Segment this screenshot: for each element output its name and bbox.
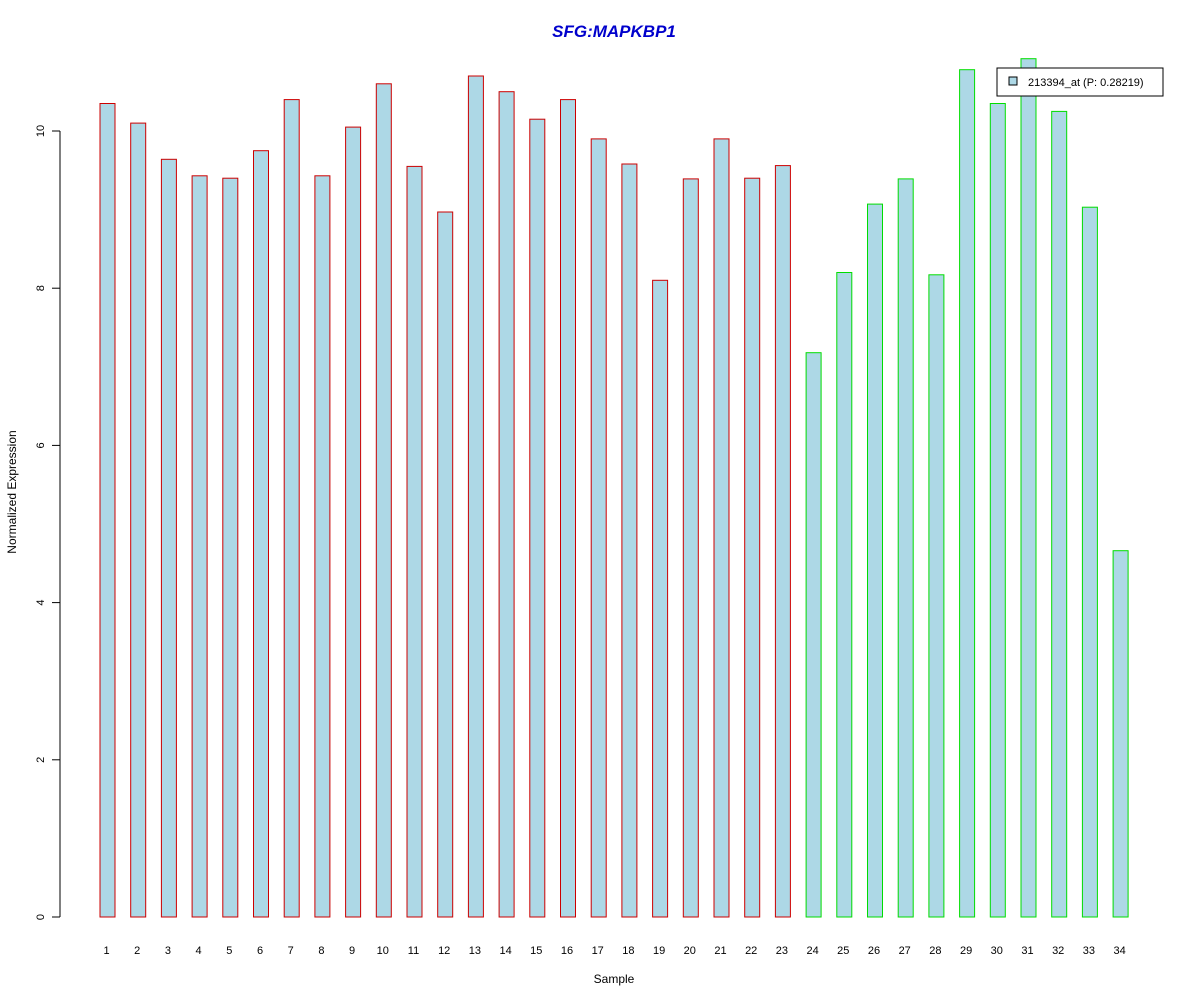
x-tick-label: 8 [318,945,324,957]
x-tick-label: 15 [530,945,542,957]
bar-sample-1 [99,103,116,918]
bar-sample-22 [744,177,761,918]
x-tick-label: 5 [226,945,232,957]
y-tick-label: 4 [35,600,47,606]
bar-sample-20 [682,178,699,918]
chart-title: SFG:MAPKBP1 [552,22,676,41]
x-tick-label: 7 [288,945,294,957]
x-tick-label: 25 [837,945,849,957]
bar-sample-33 [1081,206,1098,918]
bar-sample-21 [713,138,730,918]
x-tick-label: 21 [714,945,726,957]
x-tick-label: 1 [103,945,109,957]
bar-sample-16 [560,99,576,918]
x-tick-label: 34 [1113,945,1125,957]
y-tick-label: 10 [35,125,47,137]
bar-sample-6 [253,150,269,918]
x-tick-label: 9 [349,945,355,957]
x-tick-label: 24 [806,945,818,957]
bar-sample-12 [437,211,454,918]
x-tick-label: 14 [499,945,511,957]
bar-sample-14 [498,91,515,918]
x-tick-label: 12 [438,945,450,957]
bar-sample-24 [805,352,822,918]
x-tick-label: 6 [257,945,263,957]
y-tick-label: 2 [35,757,47,763]
y-tick-label: 0 [35,914,47,920]
x-tick-label: 2 [134,945,140,957]
x-tick-label: 4 [196,945,202,957]
x-tick-label: 19 [653,945,665,957]
bar-sample-28 [928,274,945,918]
x-tick-label: 22 [745,945,757,957]
x-tick-label: 26 [868,945,880,957]
x-tick-label: 17 [592,945,604,957]
bar-sample-3 [160,158,177,918]
x-tick-label: 11 [408,945,419,957]
bar-sample-17 [590,138,607,918]
legend-box [996,67,1164,97]
y-tick-label: 6 [35,442,47,448]
x-tick-label: 29 [960,945,972,957]
bar-sample-26 [867,203,883,918]
y-axis-label: Normalized Expression [5,430,19,553]
y-tick-label: 8 [35,285,47,291]
bar-sample-10 [375,83,392,918]
bar-sample-18 [621,163,638,918]
x-tick-label: 18 [622,945,634,957]
x-tick-label: 23 [776,945,788,957]
bar-sample-25 [836,272,853,918]
bar-sample-19 [652,279,669,918]
x-tick-label: 13 [469,945,481,957]
bar-sample-5 [222,177,239,918]
bar-sample-9 [345,126,362,918]
x-tick-label: 32 [1052,945,1064,957]
bar-sample-23 [774,165,791,918]
legend-swatch [1008,76,1018,86]
bar-sample-31 [1020,58,1037,918]
x-axis-label: Sample [594,972,635,986]
x-tick-label: 10 [377,945,389,957]
x-tick-label: 3 [165,945,171,957]
bar-sample-34 [1112,550,1129,918]
bar-sample-13 [467,75,484,918]
x-tick-label: 31 [1021,945,1033,957]
x-tick-label: 28 [929,945,941,957]
bar-sample-11 [406,165,423,918]
x-tick-label: 20 [684,945,696,957]
bar-sample-4 [191,175,208,918]
x-tick-label: 30 [991,945,1003,957]
y-axis: 0 2 4 6 8 10 [35,125,61,920]
bar-sample-32 [1051,110,1068,918]
legend: 213394_at (P: 0.28219) [996,67,1164,97]
x-tick-label: 27 [899,945,911,957]
bar-sample-7 [283,99,300,918]
bar-sample-30 [989,103,1006,918]
bars-group [99,58,1129,918]
x-tick-label: 33 [1083,945,1095,957]
bar-sample-2 [130,122,147,918]
legend-label: 213394_at (P: 0.28219) [1028,77,1144,89]
bar-sample-15 [529,118,546,918]
bar-sample-8 [314,175,331,918]
x-tick-label: 16 [561,945,573,957]
bar-sample-27 [897,178,914,918]
x-tick-labels: 1 2 3 4 5 6 7 8 9 10 11 12 13 14 15 16 17 18 19 20 21 22 23 24 2… [103,945,1125,957]
bar-sample-29 [959,69,976,918]
